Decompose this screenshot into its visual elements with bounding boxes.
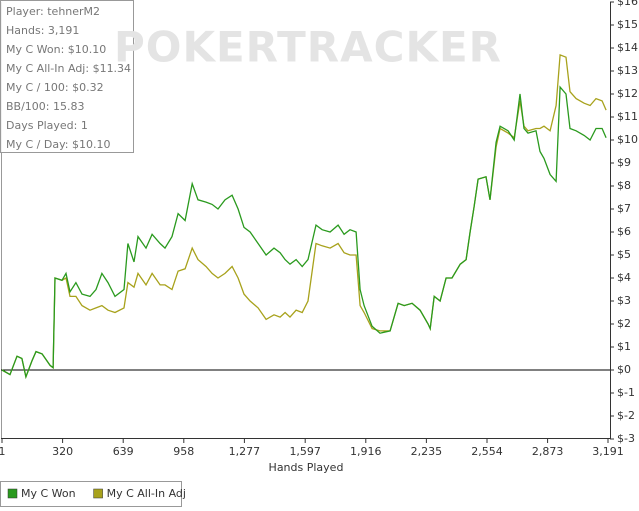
legend-label: My C All-In Adj xyxy=(107,487,186,500)
series-line xyxy=(1,85,607,380)
y-tick-label: $11 xyxy=(617,110,638,123)
y-tick-label: $15 xyxy=(617,18,638,31)
x-tick-label: 1 xyxy=(0,445,6,458)
y-tick-label: $-2 xyxy=(617,409,635,422)
x-tick-label: 1,277 xyxy=(229,445,261,458)
legend-frame xyxy=(0,481,182,507)
legend-swatch xyxy=(7,488,18,499)
stat-line: Days Played: 1 xyxy=(6,119,88,132)
x-tick-label: 320 xyxy=(52,445,73,458)
x-tick-label: 1,597 xyxy=(289,445,321,458)
x-tick-label: 958 xyxy=(173,445,194,458)
y-tick-label: $-3 xyxy=(617,432,635,445)
legend-label: My C Won xyxy=(21,487,76,500)
stat-line: My C / Day: $10.10 xyxy=(6,138,111,151)
x-tick-label: 3,191 xyxy=(592,445,624,458)
y-tick-label: $8 xyxy=(617,179,631,192)
x-tick-label: 1,916 xyxy=(350,445,382,458)
stat-line: Player: tehnerM2 xyxy=(6,5,100,18)
legend-swatch xyxy=(93,488,103,499)
y-tick-label: $14 xyxy=(617,41,638,54)
y-tick-label: $13 xyxy=(617,64,638,77)
y-tick-label: $16 xyxy=(617,0,638,8)
stat-line: BB/100: 15.83 xyxy=(6,100,85,113)
y-tick-label: $4 xyxy=(617,271,631,284)
y-tick-label: $9 xyxy=(617,156,631,169)
x-axis-label: Hands Played xyxy=(269,461,344,474)
y-tick-label: $0 xyxy=(617,363,631,376)
y-tick-label: $10 xyxy=(617,133,638,146)
y-tick-label: $6 xyxy=(617,225,631,238)
stats-box-frame xyxy=(0,0,134,153)
stat-line: My C All-In Adj: $11.34 xyxy=(6,62,131,75)
y-tick-label: $2 xyxy=(617,317,631,330)
stat-line: My C / 100: $0.32 xyxy=(6,81,104,94)
y-tick-label: $12 xyxy=(617,87,638,100)
watermark: POKERTRACKER xyxy=(114,23,502,72)
y-tick-label: $5 xyxy=(617,248,631,261)
x-tick-label: 2,873 xyxy=(532,445,564,458)
y-tick-label: $1 xyxy=(617,340,631,353)
stats-box: Player: tehnerM2 Hands: 3,191 My C Won: $1… xyxy=(0,0,134,153)
x-tick-label: 2,235 xyxy=(411,445,443,458)
y-tick-label: $3 xyxy=(617,294,631,307)
y-tick-label: $-1 xyxy=(617,386,635,399)
stat-line: My C Won: $10.10 xyxy=(6,43,106,56)
legend: My C Won My C All-In Adj xyxy=(0,481,186,507)
x-tick-label: 639 xyxy=(113,445,134,458)
y-tick-label: $7 xyxy=(617,202,631,215)
x-tick-label: 2,554 xyxy=(471,445,503,458)
stat-line: Hands: 3,191 xyxy=(6,24,79,37)
